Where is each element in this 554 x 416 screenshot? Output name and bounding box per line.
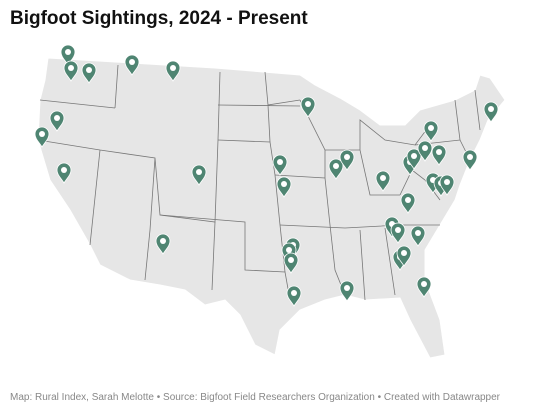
- pin-dot: [196, 169, 202, 175]
- pin-dot: [281, 181, 287, 187]
- pin-dot: [65, 49, 71, 55]
- pin-dot: [288, 257, 294, 263]
- state-borders: [37, 64, 481, 301]
- pin-dot: [39, 131, 45, 137]
- pin-dot: [333, 163, 339, 169]
- pin-dot: [291, 290, 297, 296]
- pin-dot: [68, 65, 74, 71]
- pin-dot: [401, 250, 407, 256]
- footer: Map: Rural Index, Sarah Melotte • Source…: [10, 392, 501, 403]
- pin-dot: [411, 153, 417, 159]
- pin-dot: [277, 159, 283, 165]
- pin-dot: [421, 281, 427, 287]
- pin-dot: [444, 179, 450, 185]
- pin-dot: [344, 285, 350, 291]
- map: [34, 44, 506, 359]
- pin-dot: [129, 59, 135, 65]
- pin-dot: [305, 101, 311, 107]
- pin-dot: [86, 67, 92, 73]
- pin-dot: [428, 125, 434, 131]
- title: Bigfoot Sightings, 2024 - Present: [10, 8, 308, 29]
- pin-dot: [61, 167, 67, 173]
- pin-dot: [170, 65, 176, 71]
- pin-dot: [344, 154, 350, 160]
- pin-dot: [405, 197, 411, 203]
- pin-dot: [54, 115, 60, 121]
- pin-dot: [160, 238, 166, 244]
- pin-dot: [436, 149, 442, 155]
- pin-dot: [415, 230, 421, 236]
- pin-dot: [488, 106, 494, 112]
- pin-dot: [422, 145, 428, 151]
- us-outline: [37, 57, 506, 359]
- pin-dot: [395, 227, 401, 233]
- pin-dot: [380, 175, 386, 181]
- pin-dot: [286, 247, 292, 253]
- pin-dot: [467, 154, 473, 160]
